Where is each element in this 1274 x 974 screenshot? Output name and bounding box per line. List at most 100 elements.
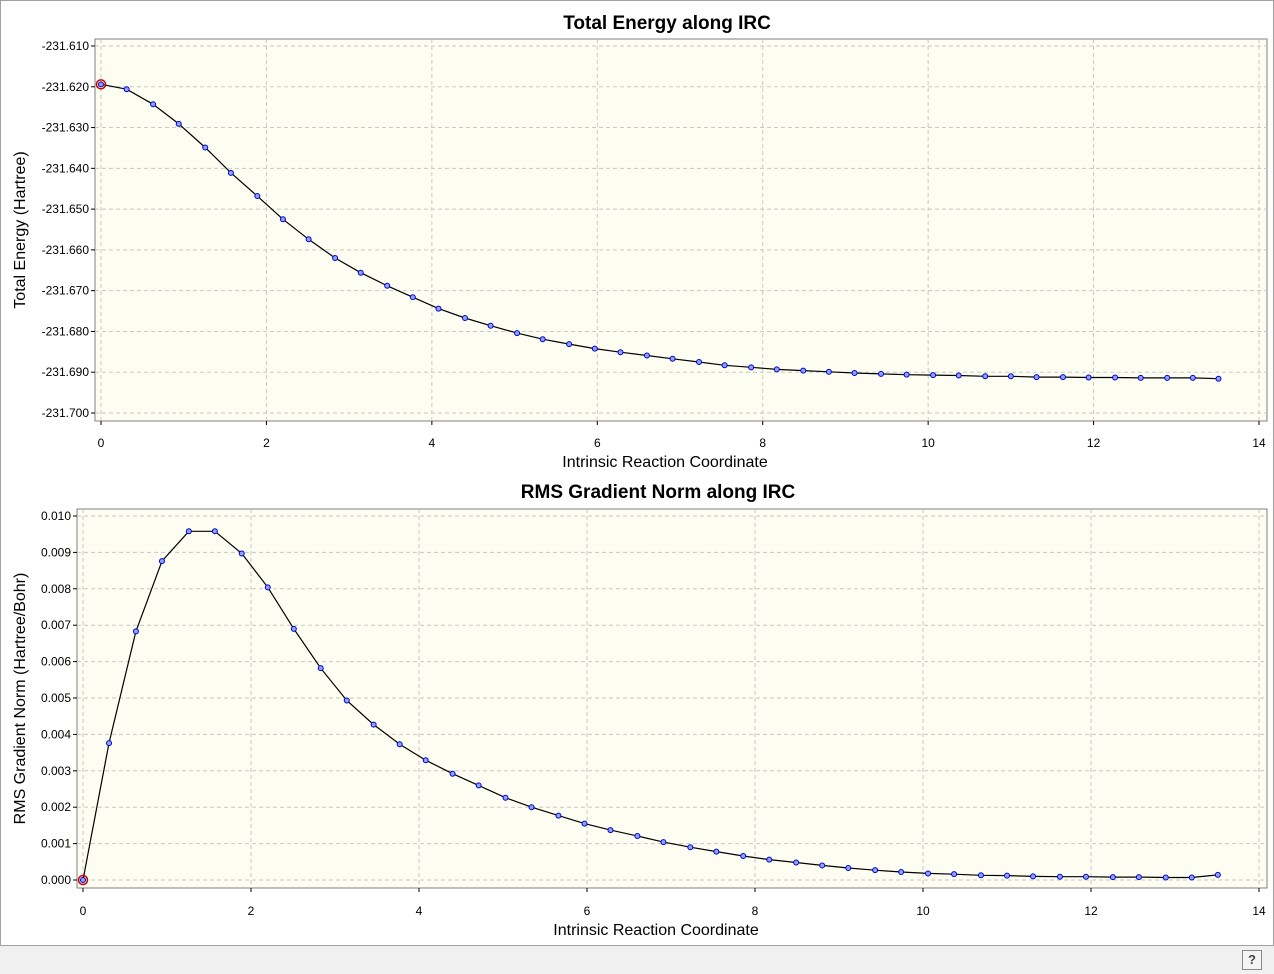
y-axis-title: RMS Gradient Norm (Hartree/Bohr) [12,573,29,825]
data-point [982,373,989,380]
chart-1: -231.610 -231.620 -231.630 -231.640 -231.650… [12,13,1268,471]
x-tick-label: 12 [1087,436,1101,450]
x-axis-title: Intrinsic Reaction Coordinate [553,922,759,939]
x-tick-label: 10 [921,436,935,450]
chart-title: Total Energy along IRC [563,13,771,34]
data-point [370,721,377,728]
data-point [1162,874,1169,881]
y-axis-title: Total Energy (Hartree) [12,151,29,308]
data-point [238,550,245,557]
x-tick-label: 6 [594,436,601,450]
x-tick-label: 10 [916,904,930,918]
data-point [713,848,720,855]
data-point [290,625,297,632]
data-point [1188,874,1195,881]
data-point [898,868,905,875]
data-point [279,216,286,223]
data-point [1164,374,1171,381]
y-tick-label: -231.680 [42,324,90,338]
data-point [514,330,521,337]
data-point [1137,374,1144,381]
x-tick-label: 14 [1252,436,1266,450]
data-point [696,359,703,366]
y-tick-label: 0.004 [41,727,71,741]
data-point [951,871,958,878]
data-point [475,782,482,789]
y-tick-label: 0.006 [41,655,71,669]
y-tick-label: -231.640 [42,161,90,175]
data-point [211,528,218,535]
x-tick-label: 12 [1084,904,1098,918]
y-tick-label: 0.003 [41,764,71,778]
y-tick-label: 0.002 [41,800,71,814]
x-tick-label: 2 [263,436,270,450]
y-tick-label: 0.005 [41,691,71,705]
y-tick-label: -231.620 [42,80,90,94]
data-point [903,371,910,378]
data-point [687,844,694,851]
y-tick-label: 0.007 [41,618,71,632]
data-point [1007,373,1014,380]
data-point [123,86,130,93]
data-point [748,364,755,371]
data-point [254,193,261,200]
data-point [175,120,182,127]
data-point [539,336,546,343]
x-tick-label: 8 [759,436,766,450]
data-point [977,872,984,879]
series-line [82,530,1218,881]
data-point [1109,874,1116,881]
data-point [150,101,157,108]
data-point [721,362,728,369]
data-point [1214,871,1221,878]
data-point [317,665,324,672]
data-point [819,862,826,869]
y-tick-label: 0.010 [41,509,71,523]
data-point [1082,873,1089,880]
data-point [1135,874,1142,881]
data-point [1112,374,1119,381]
data-point [872,867,879,874]
data-point [634,832,641,839]
x-tick-label: 4 [416,904,423,918]
data-point [1059,374,1066,381]
data-point [487,322,494,329]
x-tick-label: 4 [429,436,436,450]
data-point [607,827,614,834]
x-tick-label: 6 [584,904,591,918]
x-tick-label: 2 [248,904,255,918]
data-point [740,852,747,859]
y-tick-label: -231.660 [42,243,90,257]
data-point [1033,374,1040,381]
data-point [227,169,234,176]
data-point [305,236,312,243]
data-point [766,856,773,863]
data-point [793,859,800,866]
data-point [264,584,271,591]
x-axis-title: Intrinsic Reaction Coordinate [562,454,768,471]
data-point [435,305,442,312]
data-point [581,820,588,827]
data-point [449,770,456,777]
help-icon[interactable]: ? [1242,950,1262,970]
data-point [1085,374,1092,381]
data-point [202,144,209,151]
data-point [660,839,667,846]
data-point [925,870,932,877]
data-point [1056,873,1063,880]
data-point [158,558,165,565]
data-point [591,345,598,352]
status-bar: ? [0,946,1274,974]
y-tick-label: 0.001 [41,837,71,851]
data-point [669,355,676,362]
data-point [643,352,650,359]
chart-2: 0.000 0.001 0.002 0.003 0.004 0.005 0.006 0.007… [12,482,1268,939]
y-tick-label: -231.690 [42,365,90,379]
data-point [502,794,509,801]
data-point [617,349,624,356]
data-point [357,269,364,276]
y-tick-label: -231.700 [42,406,90,420]
data-point [343,697,350,704]
x-tick-label: 8 [752,904,759,918]
data-point [825,368,832,375]
